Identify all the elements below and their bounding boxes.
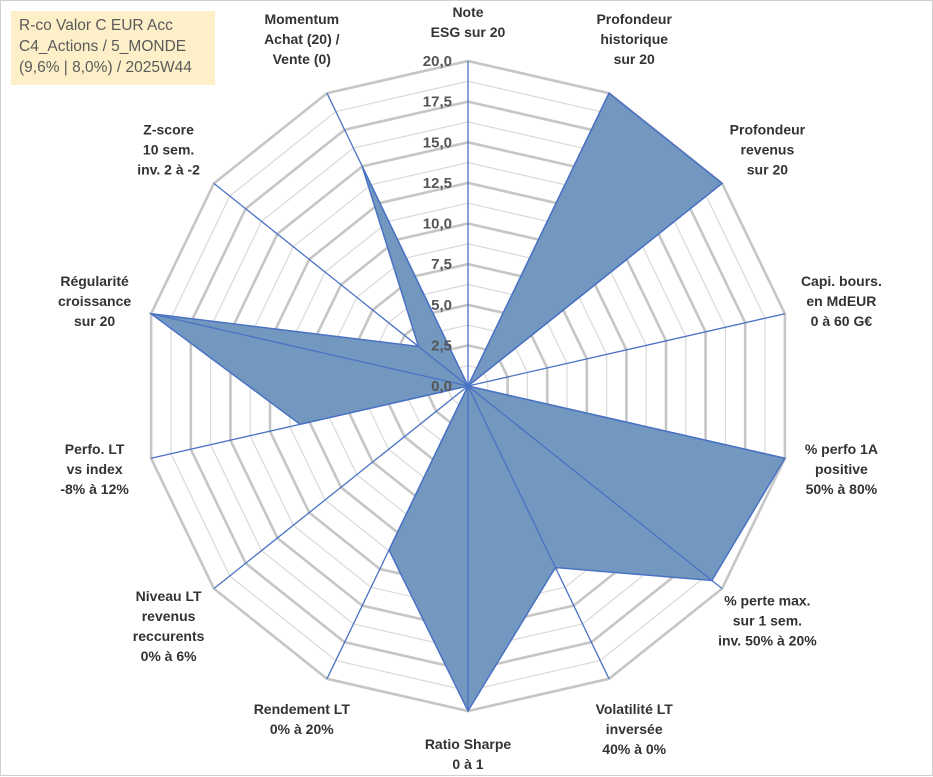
axis-spoke [326, 92, 469, 387]
tick-label: 2,5 [431, 337, 452, 354]
axis-label: Z-score 10 sem. inv. 2 à -2 [137, 121, 200, 177]
axis-spoke [467, 385, 610, 680]
fund-category: C4_Actions / 5_MONDE [19, 38, 187, 55]
axis-label-line: Z-score [143, 121, 194, 137]
fund-title-box: R-co Valor C EUR Acc C4_Actions / 5_MOND… [11, 11, 215, 85]
axis-label-line: Momentum [264, 11, 339, 27]
axis-label-line: en MdEUR [806, 293, 876, 309]
axis-label-line: Rendement LT [254, 701, 351, 717]
axis-label: Rendement LT 0% à 20% [254, 701, 351, 737]
tick-label: 15,0 [423, 134, 452, 151]
axis-label-line: -8% à 12% [60, 481, 129, 497]
axis-label: Momentum Achat (20) / Vente (0) [264, 11, 340, 67]
axis-spoke [467, 313, 786, 387]
radar-spokes [150, 61, 786, 711]
axis-label: Note ESG sur 20 [431, 4, 506, 40]
radar-axis-labels: Note ESG sur 20 Profondeur historique sur 20… [58, 4, 882, 772]
axis-label: Ratio Sharpe 0 à 1 [425, 736, 512, 772]
axis-label-line: 0% à 6% [141, 648, 198, 664]
axis-spoke [467, 385, 786, 459]
axis-label-line: Achat (20) / [264, 31, 340, 47]
axis-label-line: historique [600, 31, 668, 47]
axis-label: Volatilité LT inversée 40% à 0% [596, 701, 674, 757]
axis-label: Profondeur revenus sur 20 [730, 121, 806, 177]
axis-label-line: inv. 2 à -2 [137, 161, 200, 177]
tick-label: 17,5 [423, 94, 452, 111]
axis-label-line: 0% à 20% [270, 721, 334, 737]
axis-label-line: 50% à 80% [806, 481, 878, 497]
axis-label: Niveau LT revenus reccurents 0% à 6% [133, 588, 205, 664]
axis-spoke [150, 385, 469, 459]
axis-label: % perfo 1A positive 50% à 80% [805, 441, 878, 497]
tick-label: 12,5 [423, 175, 452, 192]
axis-label-line: 40% à 0% [602, 741, 666, 757]
axis-label-line: Volatilité LT [596, 701, 674, 717]
axis-spoke [213, 385, 469, 590]
axis-label-line: 0 à 60 G€ [811, 313, 873, 329]
axis-label: Capi. bours. en MdEUR 0 à 60 G€ [801, 273, 882, 329]
axis-label-line: sur 20 [747, 161, 788, 177]
axis-label-line: revenus [142, 608, 196, 624]
axis-label-line: Ratio Sharpe [425, 736, 512, 752]
axis-spoke [467, 385, 723, 590]
axis-label-line: ESG sur 20 [431, 24, 506, 40]
axis-spoke [150, 313, 469, 387]
radar-tick-labels: 0,0 2,5 5,0 7,5 10,0 12,5 15,0 17,5 20,0 [423, 53, 452, 395]
axis-label-line: 0 à 1 [452, 756, 483, 772]
axis-label-line: revenus [741, 141, 795, 157]
axis-label: Régularité croissance sur 20 [58, 273, 131, 329]
axis-label-line: Perfo. LT [65, 441, 125, 457]
axis-label-line: sur 20 [74, 313, 115, 329]
tick-label: 7,5 [431, 256, 452, 273]
axis-spoke [213, 182, 469, 387]
axis-label-line: % perte max. [724, 593, 810, 609]
axis-label-line: sur 1 sem. [733, 613, 802, 629]
axis-label-line: % perfo 1A [805, 441, 878, 457]
axis-label-line: vs index [67, 461, 123, 477]
tick-label: 20,0 [423, 53, 452, 70]
axis-label-line: positive [815, 461, 868, 477]
axis-label-line: sur 20 [614, 51, 655, 67]
tick-label: 10,0 [423, 216, 452, 233]
axis-label-line: Note [452, 4, 483, 20]
axis-label-line: Capi. bours. [801, 273, 882, 289]
axis-label-line: croissance [58, 293, 131, 309]
fund-name: R-co Valor C EUR Acc [19, 17, 173, 34]
axis-label-line: Profondeur [596, 11, 672, 27]
axis-label-line: inv. 50% à 20% [718, 633, 817, 649]
tick-label: 0,0 [431, 378, 452, 395]
axis-label: % perte max. sur 1 sem. inv. 50% à 20% [718, 593, 817, 649]
axis-spoke [467, 92, 610, 387]
axis-label-line: Régularité [60, 273, 129, 289]
axis-label-line: inversée [606, 721, 663, 737]
axis-label-line: Profondeur [730, 121, 806, 137]
axis-label-line: Vente (0) [273, 51, 331, 67]
axis-spoke [326, 385, 469, 680]
axis-spoke [467, 182, 723, 387]
axis-label: Perfo. LT vs index -8% à 12% [60, 441, 129, 497]
axis-label: Profondeur historique sur 20 [596, 11, 672, 67]
tick-label: 5,0 [431, 297, 452, 314]
fund-stats: (9,6% | 8,0%) / 2025W44 [19, 59, 192, 76]
axis-label-line: 10 sem. [143, 141, 194, 157]
axis-label-line: reccurents [133, 628, 205, 644]
axis-label-line: Niveau LT [136, 588, 202, 604]
